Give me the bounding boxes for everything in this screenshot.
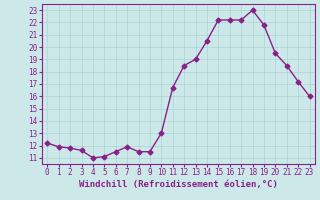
X-axis label: Windchill (Refroidissement éolien,°C): Windchill (Refroidissement éolien,°C) xyxy=(79,180,278,189)
